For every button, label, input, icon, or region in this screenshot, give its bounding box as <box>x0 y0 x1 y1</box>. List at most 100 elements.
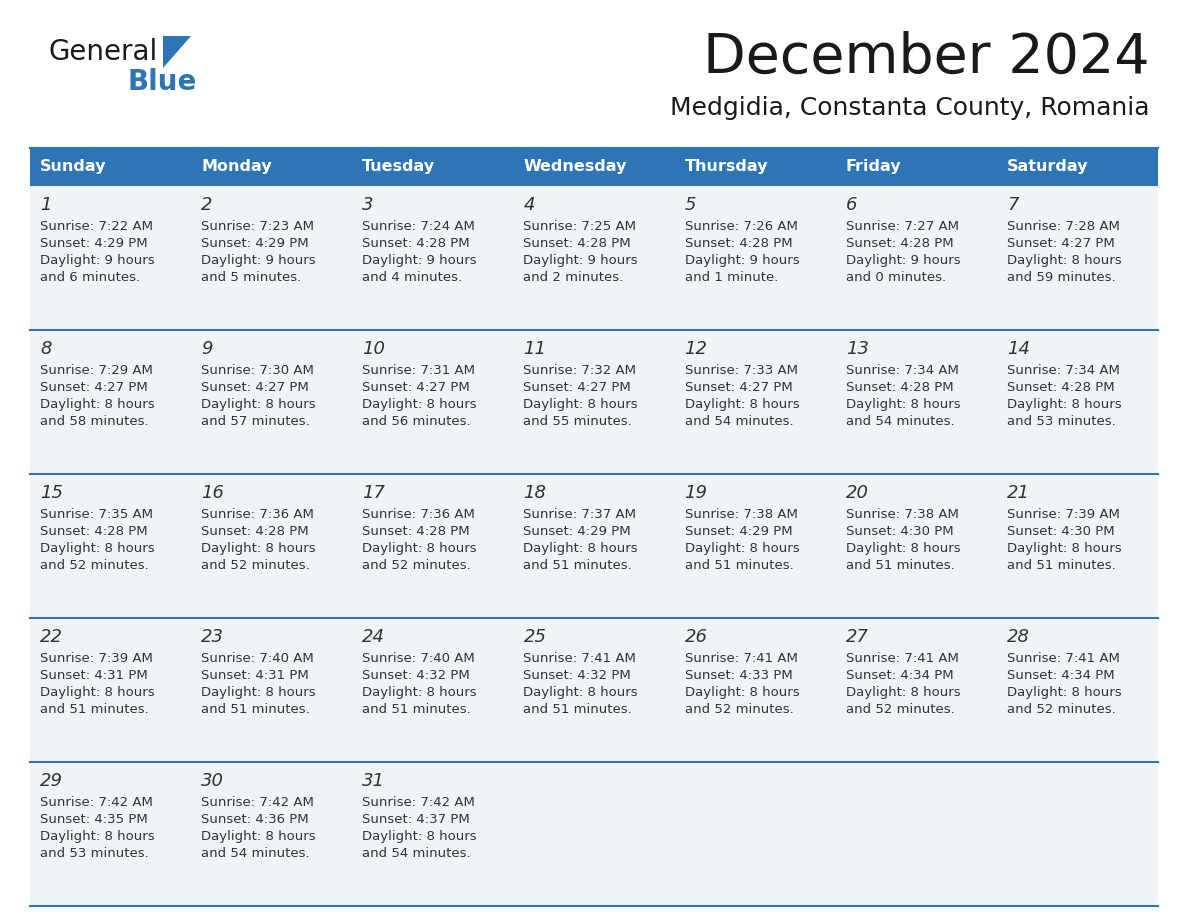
Text: Sunset: 4:28 PM: Sunset: 4:28 PM <box>846 381 953 394</box>
Bar <box>30 148 1158 186</box>
Bar <box>675 330 835 474</box>
Text: Daylight: 8 hours: Daylight: 8 hours <box>201 686 316 699</box>
Text: Sunset: 4:28 PM: Sunset: 4:28 PM <box>40 525 147 538</box>
Text: Sunrise: 7:28 AM: Sunrise: 7:28 AM <box>1007 220 1120 233</box>
Text: Sunrise: 7:26 AM: Sunrise: 7:26 AM <box>684 220 797 233</box>
Bar <box>191 618 353 762</box>
Text: and 57 minutes.: and 57 minutes. <box>201 415 310 428</box>
Bar <box>30 186 191 330</box>
Text: 24: 24 <box>362 628 385 646</box>
Text: Saturday: Saturday <box>1007 160 1088 174</box>
Text: and 51 minutes.: and 51 minutes. <box>524 559 632 572</box>
Text: 21: 21 <box>1007 484 1030 502</box>
Text: Sunrise: 7:41 AM: Sunrise: 7:41 AM <box>684 652 797 665</box>
Text: Sunset: 4:28 PM: Sunset: 4:28 PM <box>846 237 953 250</box>
Text: Daylight: 9 hours: Daylight: 9 hours <box>684 254 800 267</box>
Text: 6: 6 <box>846 196 858 214</box>
Bar <box>513 474 675 618</box>
Text: and 52 minutes.: and 52 minutes. <box>846 703 954 716</box>
Text: Thursday: Thursday <box>684 160 769 174</box>
Bar <box>30 762 191 906</box>
Text: Sunrise: 7:31 AM: Sunrise: 7:31 AM <box>362 364 475 377</box>
Text: and 54 minutes.: and 54 minutes. <box>684 415 794 428</box>
Text: Sunset: 4:28 PM: Sunset: 4:28 PM <box>362 237 470 250</box>
Bar <box>353 618 513 762</box>
Text: Blue: Blue <box>128 68 197 96</box>
Text: and 55 minutes.: and 55 minutes. <box>524 415 632 428</box>
Text: and 54 minutes.: and 54 minutes. <box>201 847 310 860</box>
Text: Sunrise: 7:35 AM: Sunrise: 7:35 AM <box>40 508 153 521</box>
Bar <box>997 762 1158 906</box>
Text: and 51 minutes.: and 51 minutes. <box>1007 559 1116 572</box>
Text: Sunset: 4:32 PM: Sunset: 4:32 PM <box>524 669 631 682</box>
Text: 28: 28 <box>1007 628 1030 646</box>
Text: and 1 minute.: and 1 minute. <box>684 271 778 284</box>
Text: Sunset: 4:31 PM: Sunset: 4:31 PM <box>40 669 147 682</box>
Text: Sunset: 4:28 PM: Sunset: 4:28 PM <box>684 237 792 250</box>
Text: Sunrise: 7:23 AM: Sunrise: 7:23 AM <box>201 220 314 233</box>
Text: Sunrise: 7:36 AM: Sunrise: 7:36 AM <box>362 508 475 521</box>
Text: Tuesday: Tuesday <box>362 160 436 174</box>
Text: Sunrise: 7:42 AM: Sunrise: 7:42 AM <box>201 796 314 809</box>
Text: and 56 minutes.: and 56 minutes. <box>362 415 470 428</box>
Bar <box>513 186 675 330</box>
Text: Daylight: 8 hours: Daylight: 8 hours <box>1007 542 1121 555</box>
Text: Daylight: 8 hours: Daylight: 8 hours <box>201 542 316 555</box>
Text: Sunset: 4:29 PM: Sunset: 4:29 PM <box>524 525 631 538</box>
Text: and 53 minutes.: and 53 minutes. <box>1007 415 1116 428</box>
Bar <box>835 762 997 906</box>
Bar <box>997 186 1158 330</box>
Bar <box>835 186 997 330</box>
Text: Sunset: 4:27 PM: Sunset: 4:27 PM <box>1007 237 1114 250</box>
Text: Sunrise: 7:33 AM: Sunrise: 7:33 AM <box>684 364 797 377</box>
Text: December 2024: December 2024 <box>703 31 1150 85</box>
Bar <box>191 186 353 330</box>
Text: Sunset: 4:35 PM: Sunset: 4:35 PM <box>40 813 147 826</box>
Text: Friday: Friday <box>846 160 902 174</box>
Text: Sunrise: 7:38 AM: Sunrise: 7:38 AM <box>684 508 797 521</box>
Text: Sunrise: 7:41 AM: Sunrise: 7:41 AM <box>846 652 959 665</box>
Text: Daylight: 9 hours: Daylight: 9 hours <box>362 254 476 267</box>
Text: Daylight: 8 hours: Daylight: 8 hours <box>40 830 154 843</box>
Text: 11: 11 <box>524 340 546 358</box>
Text: and 58 minutes.: and 58 minutes. <box>40 415 148 428</box>
Text: and 51 minutes.: and 51 minutes. <box>846 559 954 572</box>
Text: Monday: Monday <box>201 160 272 174</box>
Text: Sunrise: 7:36 AM: Sunrise: 7:36 AM <box>201 508 314 521</box>
Text: Daylight: 8 hours: Daylight: 8 hours <box>201 830 316 843</box>
Text: and 6 minutes.: and 6 minutes. <box>40 271 140 284</box>
Text: 31: 31 <box>362 772 385 790</box>
Text: 23: 23 <box>201 628 225 646</box>
Text: Sunset: 4:33 PM: Sunset: 4:33 PM <box>684 669 792 682</box>
Bar <box>513 330 675 474</box>
Bar <box>353 330 513 474</box>
Bar <box>675 618 835 762</box>
Text: 9: 9 <box>201 340 213 358</box>
Text: 2: 2 <box>201 196 213 214</box>
Bar <box>997 474 1158 618</box>
Text: Sunrise: 7:38 AM: Sunrise: 7:38 AM <box>846 508 959 521</box>
Text: Daylight: 9 hours: Daylight: 9 hours <box>40 254 154 267</box>
Text: Sunrise: 7:22 AM: Sunrise: 7:22 AM <box>40 220 153 233</box>
Text: and 52 minutes.: and 52 minutes. <box>684 703 794 716</box>
Text: 26: 26 <box>684 628 708 646</box>
Text: Sunset: 4:29 PM: Sunset: 4:29 PM <box>40 237 147 250</box>
Text: Sunrise: 7:37 AM: Sunrise: 7:37 AM <box>524 508 637 521</box>
Text: Sunday: Sunday <box>40 160 107 174</box>
Text: 13: 13 <box>846 340 868 358</box>
Bar <box>353 762 513 906</box>
Bar <box>353 474 513 618</box>
Text: 18: 18 <box>524 484 546 502</box>
Text: and 54 minutes.: and 54 minutes. <box>846 415 954 428</box>
Text: and 59 minutes.: and 59 minutes. <box>1007 271 1116 284</box>
Text: and 52 minutes.: and 52 minutes. <box>362 559 470 572</box>
Text: Sunset: 4:34 PM: Sunset: 4:34 PM <box>1007 669 1114 682</box>
Text: Daylight: 8 hours: Daylight: 8 hours <box>846 686 960 699</box>
Text: Sunset: 4:29 PM: Sunset: 4:29 PM <box>201 237 309 250</box>
Text: 29: 29 <box>40 772 63 790</box>
Text: Daylight: 8 hours: Daylight: 8 hours <box>846 542 960 555</box>
Text: 19: 19 <box>684 484 708 502</box>
Text: and 54 minutes.: and 54 minutes. <box>362 847 470 860</box>
Bar <box>353 186 513 330</box>
Text: 10: 10 <box>362 340 385 358</box>
